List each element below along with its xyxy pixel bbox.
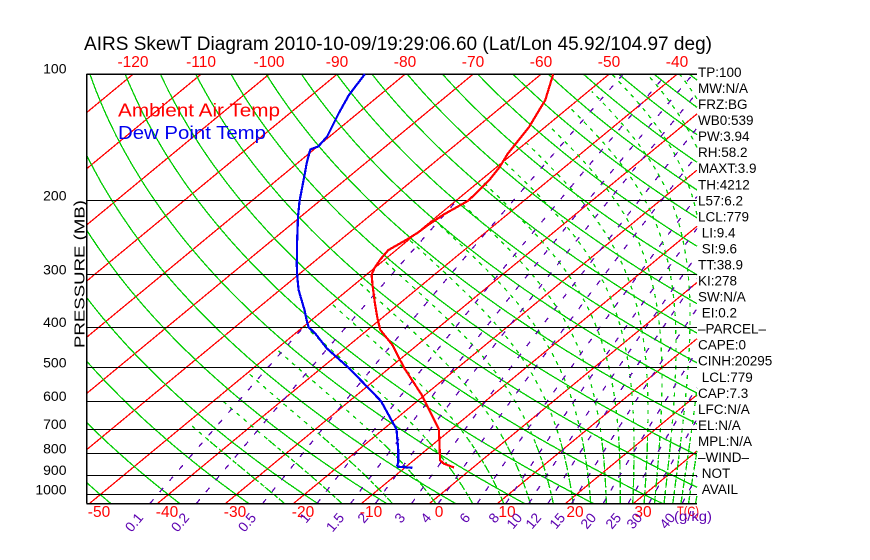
- svg-text:700: 700: [43, 416, 67, 432]
- svg-text:-50: -50: [598, 54, 621, 71]
- svg-text:LFC:N/A: LFC:N/A: [698, 402, 750, 417]
- svg-text:-120: -120: [117, 54, 148, 71]
- svg-text:MAXT:3.9: MAXT:3.9: [698, 161, 757, 176]
- svg-text:800: 800: [43, 441, 67, 457]
- svg-text:100: 100: [43, 61, 67, 77]
- svg-text:30: 30: [634, 504, 652, 521]
- svg-text:TT:38.9: TT:38.9: [698, 258, 743, 273]
- svg-text:NOT: NOT: [698, 466, 730, 481]
- svg-text:10: 10: [498, 504, 516, 521]
- svg-text:-20: -20: [292, 504, 315, 521]
- svg-text:-40: -40: [156, 504, 179, 521]
- svg-text:1000: 1000: [35, 481, 66, 497]
- svg-text:-80: -80: [394, 54, 417, 71]
- svg-text:300: 300: [43, 261, 67, 277]
- svg-text:200: 200: [43, 187, 67, 203]
- svg-text:Ambient Air Temp: Ambient Air Temp: [118, 101, 280, 121]
- svg-text:-90: -90: [326, 54, 349, 71]
- svg-text:-10: -10: [360, 504, 383, 521]
- svg-text:AVAIL: AVAIL: [698, 482, 739, 497]
- svg-text:-50: -50: [88, 504, 111, 521]
- svg-text:PW:3.94: PW:3.94: [698, 129, 750, 144]
- svg-text:Dew Point Temp: Dew Point Temp: [118, 123, 266, 143]
- svg-text:CINH:20295: CINH:20295: [698, 354, 772, 369]
- svg-text:TP:100: TP:100: [698, 65, 742, 80]
- svg-text:900: 900: [43, 462, 67, 478]
- svg-text:-30: -30: [224, 504, 247, 521]
- svg-text:MW:N/A: MW:N/A: [698, 81, 748, 96]
- svg-text:500: 500: [43, 355, 67, 371]
- svg-text:SW:N/A: SW:N/A: [698, 290, 746, 305]
- svg-text:MPL:N/A: MPL:N/A: [698, 434, 752, 449]
- svg-text:LI:9.4: LI:9.4: [698, 225, 736, 240]
- svg-text:-100: -100: [253, 54, 284, 71]
- svg-text:-40: -40: [666, 54, 689, 71]
- svg-text:EI:0.2: EI:0.2: [698, 306, 737, 321]
- svg-text:20: 20: [566, 504, 584, 521]
- svg-text:–WIND–: –WIND–: [698, 450, 749, 465]
- svg-text:AIRS SkewT Diagram 2010-10-09/: AIRS SkewT Diagram 2010-10-09/19:29:06.6…: [84, 34, 712, 55]
- svg-text:EL:N/A: EL:N/A: [698, 418, 741, 433]
- svg-text:400: 400: [43, 314, 67, 330]
- svg-text:T(C): T(C): [677, 503, 699, 519]
- svg-text:KI:278: KI:278: [698, 274, 737, 289]
- svg-text:0: 0: [435, 504, 444, 521]
- svg-text:CAPE:0: CAPE:0: [698, 338, 746, 353]
- svg-text:FRZ:BG: FRZ:BG: [698, 97, 748, 112]
- svg-text:SI:9.6: SI:9.6: [698, 241, 737, 256]
- svg-text:LCL:779: LCL:779: [698, 370, 753, 385]
- svg-text:(g/kg): (g/kg): [674, 508, 712, 524]
- svg-text:WB0:539: WB0:539: [698, 113, 754, 128]
- svg-text:LCL:779: LCL:779: [698, 209, 749, 224]
- svg-text:-110: -110: [186, 54, 216, 71]
- svg-text:-60: -60: [530, 54, 553, 71]
- svg-text:-70: -70: [462, 54, 485, 71]
- svg-text:L57:6.2: L57:6.2: [698, 193, 743, 208]
- svg-text:PRESSURE (MB): PRESSURE (MB): [72, 200, 89, 348]
- svg-text:–PARCEL–: –PARCEL–: [698, 322, 767, 337]
- svg-text:600: 600: [43, 388, 67, 404]
- svg-text:TH:4212: TH:4212: [698, 177, 750, 192]
- svg-text:CAP:7.3: CAP:7.3: [698, 386, 748, 401]
- svg-text:RH:58.2: RH:58.2: [698, 145, 748, 160]
